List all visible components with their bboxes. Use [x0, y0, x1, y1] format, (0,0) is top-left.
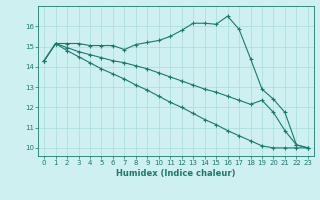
X-axis label: Humidex (Indice chaleur): Humidex (Indice chaleur) — [116, 169, 236, 178]
